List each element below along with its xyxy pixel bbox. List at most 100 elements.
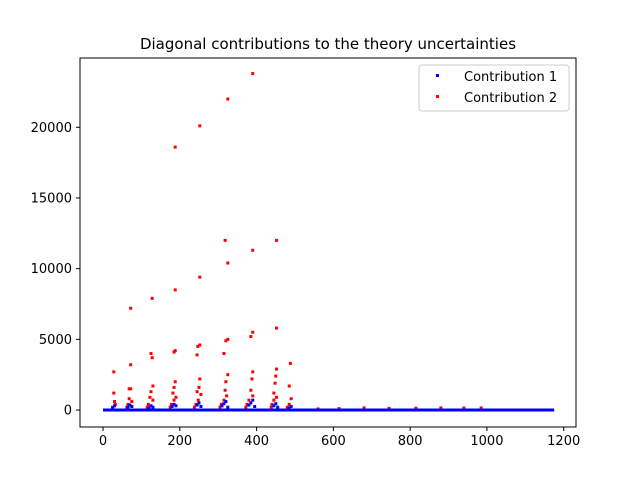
contribution-2-point	[251, 249, 254, 252]
contribution-2-point	[270, 406, 273, 409]
x-tick-label: 400	[244, 434, 269, 449]
contribution-2-point	[224, 389, 227, 392]
y-tick-label: 15000	[31, 191, 72, 206]
contribution-2-point	[173, 399, 176, 402]
contribution-1-point	[130, 405, 133, 408]
y-axis: 0 5000 10000 15000 20000	[31, 121, 80, 419]
contribution-2-point	[151, 356, 154, 359]
contribution-2-point	[150, 390, 153, 393]
contribution-2-point	[130, 400, 133, 403]
contribution-1-point	[113, 404, 116, 407]
contribution-2-point	[275, 368, 278, 371]
contribution-2-point	[289, 362, 292, 365]
legend-marker-contribution-2	[436, 95, 439, 98]
contribution-2-point	[275, 239, 278, 242]
x-tick-label: 800	[398, 434, 423, 449]
contribution-2-point	[173, 351, 176, 354]
contribution-1-point	[224, 400, 227, 403]
contribution-1-point	[253, 405, 256, 408]
contribution-2-point	[224, 239, 227, 242]
contribution-1-point	[274, 402, 277, 405]
contribution-2-point	[171, 392, 174, 395]
axes-frame	[80, 58, 576, 427]
contribution-2-point	[196, 390, 199, 393]
contribution-2-point	[147, 403, 150, 406]
contribution-2-point	[198, 386, 201, 389]
contribution-2-point	[196, 345, 199, 348]
contribution-2-point	[198, 124, 201, 127]
contribution-2-point	[198, 377, 201, 380]
contribution-1-point	[251, 399, 254, 402]
contribution-2-point	[150, 352, 153, 355]
x-tick-label: 1200	[547, 434, 580, 449]
contribution-2-point	[272, 392, 275, 395]
contribution-2-point	[199, 393, 202, 396]
contribution-2-point	[193, 406, 196, 409]
contribution-2-point	[251, 331, 254, 334]
y-tick-label: 20000	[31, 121, 72, 136]
contribution-2-point	[250, 377, 253, 380]
contribution-1-point	[174, 404, 177, 407]
contribution-2-point	[151, 399, 154, 402]
contribution-2-point	[247, 399, 250, 402]
contribution-2-point	[288, 385, 291, 388]
contribution-1-point	[198, 401, 201, 404]
contribution-2-point	[275, 327, 278, 330]
contribution-2-point	[224, 339, 227, 342]
contribution-2-point	[128, 397, 131, 400]
y-tick-label: 0	[64, 404, 72, 419]
contribution-1-point	[226, 406, 229, 409]
x-tick-label: 200	[167, 434, 192, 449]
contribution-2-point	[129, 363, 132, 366]
x-tick-label: 600	[321, 434, 346, 449]
contribution-2-point	[226, 373, 229, 376]
legend-label-contribution-1: Contribution 1	[464, 70, 557, 85]
y-tick-label: 5000	[39, 333, 72, 348]
contribution-2-point	[113, 400, 116, 403]
contribution-1-point	[199, 405, 202, 408]
legend-label-contribution-2: Contribution 2	[464, 91, 557, 106]
contribution-2-point	[173, 386, 176, 389]
legend-marker-contribution-1	[436, 74, 439, 77]
contribution-2-point	[174, 288, 177, 291]
contribution-2-point	[151, 297, 154, 300]
contribution-2-point	[272, 399, 275, 402]
contribution-2-point	[129, 387, 132, 390]
contribution-2-point	[274, 382, 277, 385]
contribution-2-point	[174, 146, 177, 149]
contribution-2-point	[196, 353, 199, 356]
contribution-2-point	[251, 72, 254, 75]
contribution-2-point	[290, 397, 293, 400]
contribution-2-point	[112, 392, 115, 395]
contribution-2-point	[112, 370, 115, 373]
contribution-2-point	[226, 98, 229, 101]
contribution-2-point	[197, 399, 200, 402]
plot-area	[103, 72, 554, 410]
contribution-2-point	[251, 370, 254, 373]
contribution-2-point	[129, 307, 132, 310]
contribution-2-point	[148, 396, 151, 399]
chart-title: Diagonal contributions to the theory unc…	[140, 35, 516, 53]
x-tick-label: 1000	[470, 434, 503, 449]
contribution-2-point	[224, 380, 227, 383]
contribution-2-point	[174, 396, 177, 399]
contribution-2-point	[225, 394, 228, 397]
contribution-1-point	[276, 406, 279, 409]
contribution-2-point	[174, 380, 177, 383]
contribution-2-point	[226, 262, 229, 265]
contribution-2-point	[222, 352, 225, 355]
x-axis: 0 200 400 600 800 1000 1200	[99, 427, 580, 449]
contribution-2-point	[251, 394, 254, 397]
contribution-1-point	[249, 401, 252, 404]
contribution-2-point	[244, 406, 247, 409]
contribution-2-point	[249, 389, 252, 392]
contribution-2-point	[274, 375, 277, 378]
contribution-1-point	[151, 406, 154, 409]
contribution-2-point	[275, 396, 278, 399]
contribution-2-point	[198, 276, 201, 279]
x-tick-label: 0	[99, 434, 107, 449]
legend: Contribution 1 Contribution 2	[419, 65, 569, 111]
contribution-2-point	[151, 385, 154, 388]
contribution-1-point	[290, 405, 293, 408]
